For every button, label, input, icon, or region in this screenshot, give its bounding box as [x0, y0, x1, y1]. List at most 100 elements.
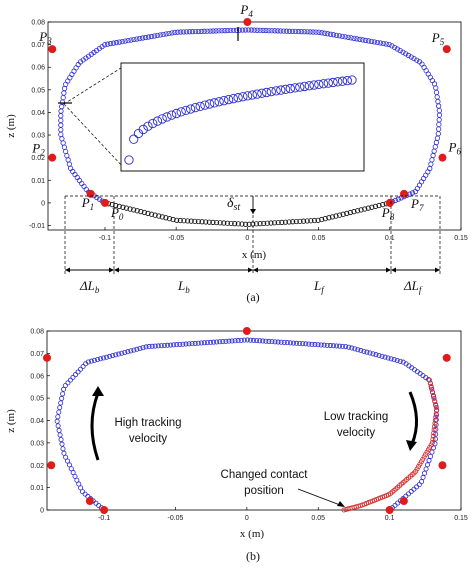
- data-point: [366, 38, 372, 44]
- data-point: [380, 40, 386, 47]
- data-point: [328, 31, 334, 37]
- data-point: [436, 112, 443, 118]
- data-point: [386, 41, 392, 48]
- data-point: [344, 210, 350, 216]
- data-point: [290, 219, 296, 225]
- data-point: [120, 204, 126, 210]
- data-point: [372, 203, 379, 209]
- inset-series: [124, 75, 357, 165]
- data-point: [297, 218, 303, 224]
- data-point: [127, 206, 133, 212]
- control-point-label: P3: [38, 29, 52, 46]
- data-point: [275, 219, 281, 226]
- data-point: [295, 28, 301, 35]
- data-point: [68, 165, 74, 171]
- data-point: [146, 344, 152, 350]
- data-point: [266, 338, 272, 344]
- inset-point: [138, 124, 148, 135]
- data-point: [434, 135, 441, 141]
- data-point: [74, 477, 80, 483]
- panel-a: -0.1 -0.05 0 0.05 0.1 0.15 -0.01 0 0.01 0.02 0.03 0…: [5, 2, 468, 304]
- data-point: [198, 340, 204, 346]
- data-point: [122, 38, 128, 44]
- inset-leader-bottom: [63, 103, 125, 169]
- data-point: [269, 28, 275, 34]
- inset-point: [219, 96, 229, 106]
- control-point: [385, 198, 394, 207]
- data-point: [91, 357, 97, 363]
- y-tick-label: 0.03: [31, 133, 45, 140]
- data-point: [272, 28, 278, 34]
- data-point: [65, 157, 71, 163]
- data-point: [257, 338, 263, 344]
- inset-point: [276, 85, 286, 95]
- x-tick-label: 0.1: [385, 515, 395, 522]
- data-point: [134, 208, 140, 214]
- inset-point: [342, 75, 352, 86]
- control-point: [48, 45, 57, 54]
- inset-point: [271, 86, 281, 96]
- data-point: [236, 27, 243, 33]
- data-point: [414, 185, 421, 192]
- data-point: [435, 131, 441, 137]
- data-point: [392, 502, 398, 508]
- control-point-label: P1: [81, 195, 94, 212]
- data-point: [238, 337, 244, 343]
- data-point: [358, 348, 364, 354]
- data-point: [131, 36, 137, 43]
- data-point: [125, 349, 131, 355]
- annotation-high-line1: High tracking: [114, 417, 181, 429]
- data-point: [221, 220, 227, 226]
- data-point: [61, 85, 68, 92]
- data-point: [180, 341, 186, 347]
- data-point: [168, 342, 174, 348]
- data-point: [66, 161, 72, 167]
- data-point: [195, 218, 202, 225]
- data-point: [128, 348, 134, 354]
- sag-label: δst: [227, 196, 240, 213]
- data-point: [315, 342, 321, 348]
- data-point: [192, 218, 198, 224]
- data-point: [170, 216, 176, 223]
- data-point: [264, 220, 270, 226]
- data-point: [432, 144, 438, 150]
- x-tick-label: 0.15: [454, 235, 468, 242]
- data-point: [304, 29, 310, 35]
- data-point: [56, 409, 62, 415]
- inset-point: [233, 93, 243, 103]
- sag-arrowhead: [250, 209, 256, 214]
- control-point: [47, 461, 56, 470]
- data-point: [75, 61, 81, 68]
- data-point: [239, 221, 245, 227]
- annotation-low-line2: velocity: [337, 427, 376, 439]
- data-point: [307, 29, 313, 35]
- data-point: [281, 28, 287, 34]
- y-tick-label: 0.06: [30, 373, 44, 380]
- data-point: [363, 37, 369, 44]
- data-point: [159, 214, 165, 220]
- data-point: [430, 436, 436, 442]
- data-point: [339, 33, 345, 39]
- data-point: [235, 221, 241, 227]
- control-point: [43, 353, 51, 362]
- data-point: [149, 343, 155, 349]
- data-point: [342, 34, 348, 40]
- data-point: [128, 37, 134, 43]
- data-point: [55, 414, 61, 420]
- data-point: [79, 180, 85, 187]
- panel-b-frame: [46, 330, 462, 511]
- data-point: [263, 338, 269, 344]
- inset-point: [214, 97, 224, 107]
- data-point: [431, 395, 437, 401]
- data-point: [138, 209, 144, 215]
- data-point: [174, 342, 180, 348]
- data-point: [333, 343, 339, 349]
- y-tick-label: -0.01: [29, 223, 45, 230]
- data-point: [432, 420, 438, 426]
- series-1: [341, 377, 440, 513]
- data-point: [203, 219, 209, 225]
- data-point: [68, 466, 74, 472]
- data-point: [70, 470, 76, 476]
- inset-point: [347, 75, 357, 85]
- data-point: [260, 27, 266, 34]
